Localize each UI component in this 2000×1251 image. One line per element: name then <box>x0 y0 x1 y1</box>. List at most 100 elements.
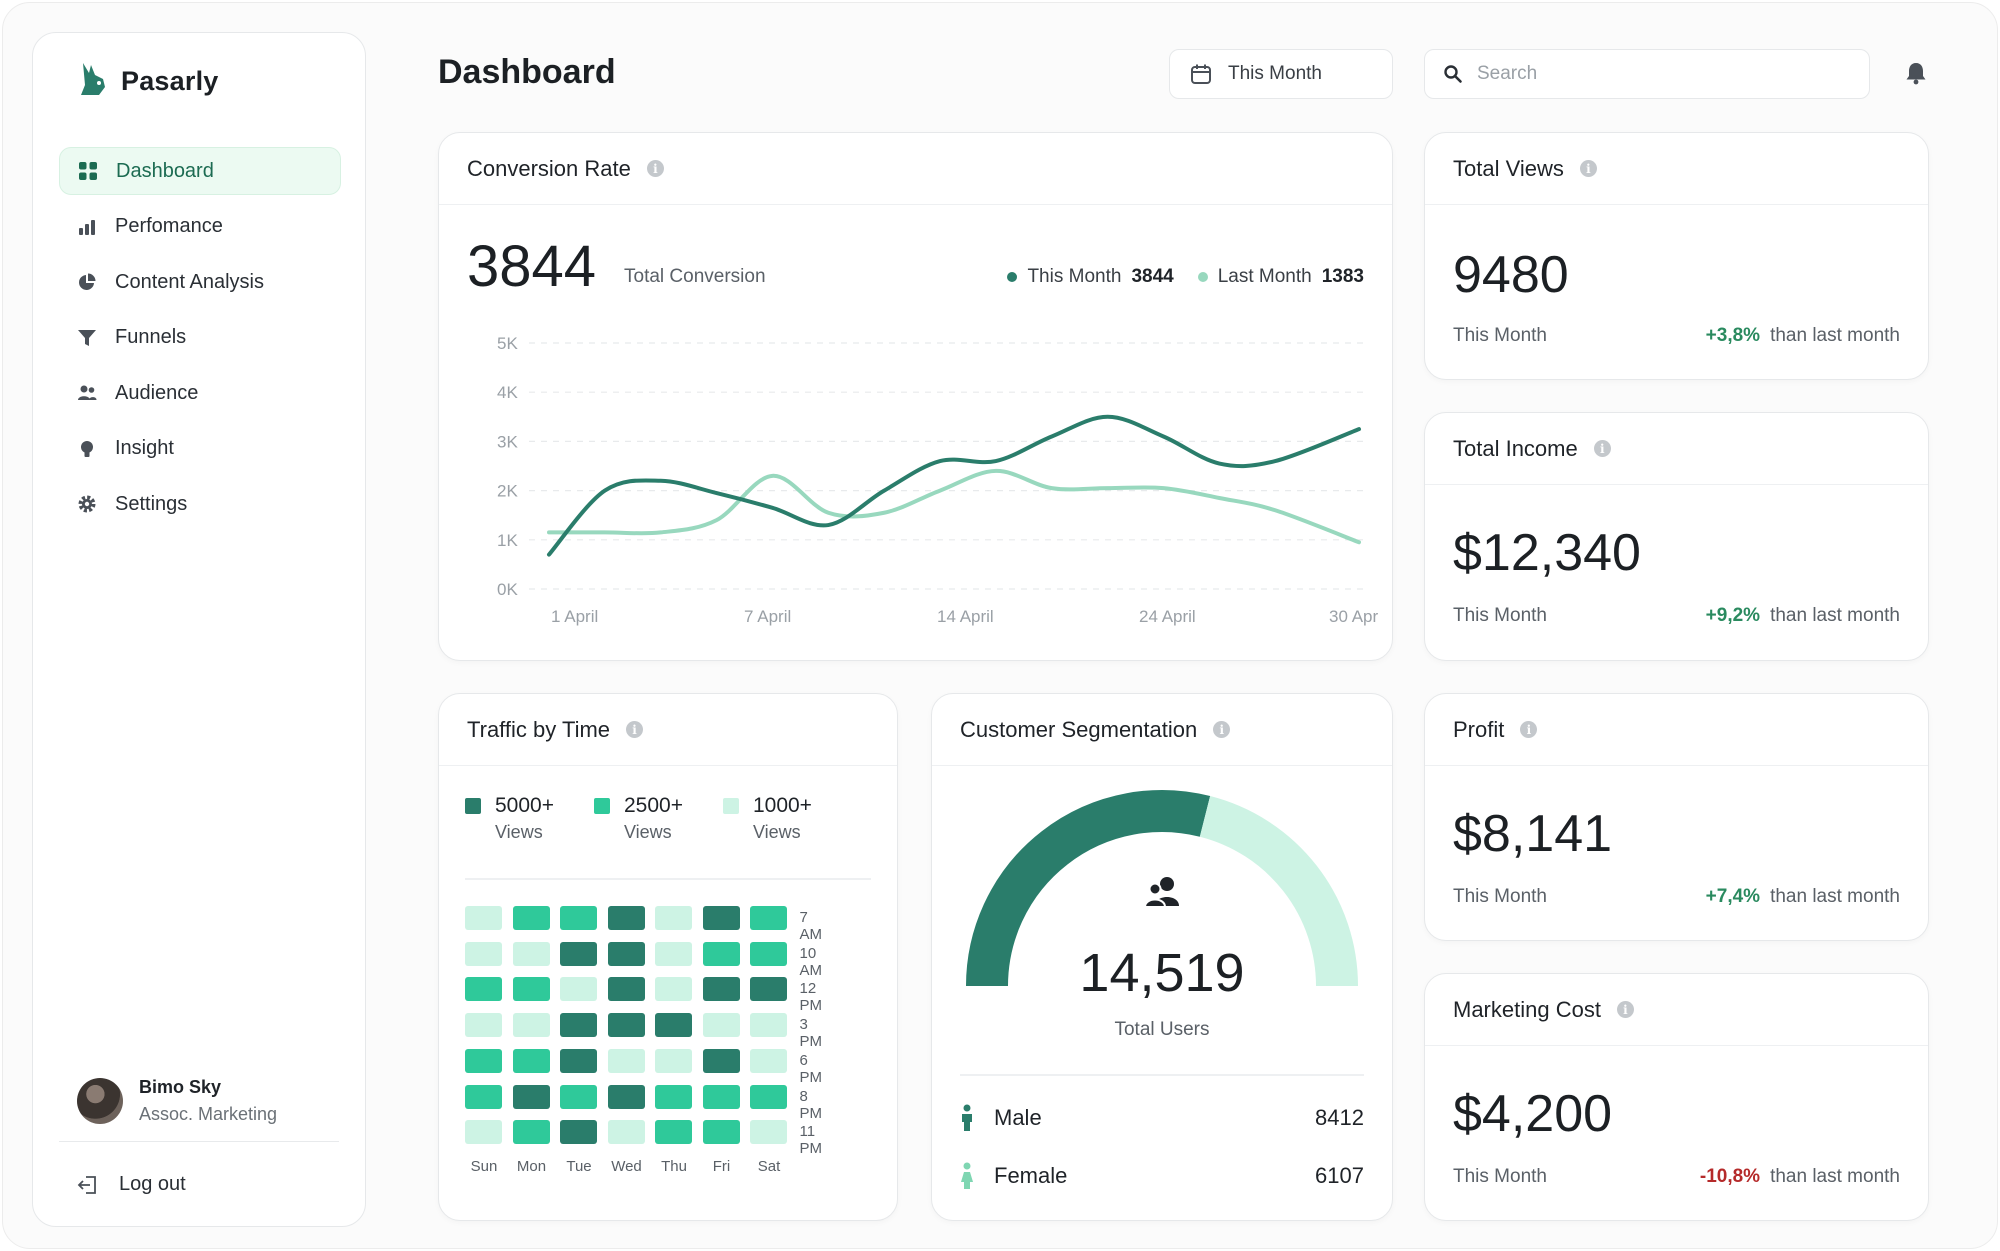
heatmap-cell[interactable] <box>465 906 502 930</box>
heatmap-cell[interactable] <box>702 1048 740 1073</box>
user-profile[interactable]: Bimo Sky Assoc. Marketing <box>77 1077 277 1125</box>
heatmap-cell[interactable] <box>607 977 645 1002</box>
heatmap-cell[interactable] <box>465 1084 502 1109</box>
stat-label: This Month <box>1453 605 1547 626</box>
heatmap-cell[interactable] <box>560 977 597 1002</box>
search-box[interactable] <box>1424 49 1870 99</box>
heatmap-cell[interactable] <box>465 1120 502 1145</box>
heatmap-cell[interactable] <box>702 1013 740 1038</box>
segment-label: Female <box>994 1163 1068 1188</box>
heatmap-cell[interactable] <box>607 941 645 966</box>
info-icon[interactable]: i <box>1593 440 1611 457</box>
search-input[interactable] <box>1477 63 1837 85</box>
day-label: Fri <box>712 1157 731 1175</box>
change-value: +7,4% <box>1705 886 1761 907</box>
heatmap-cell[interactable] <box>607 1120 645 1145</box>
heatmap-cell[interactable] <box>750 906 787 930</box>
gauge-segment-male[interactable] <box>966 790 1211 987</box>
y-tick-label: 1K <box>497 531 518 550</box>
heatmap-cell[interactable] <box>750 1084 787 1109</box>
heatmap-cell[interactable] <box>750 977 787 1002</box>
sidebar-item-label: Content Analysis <box>115 270 264 293</box>
info-icon[interactable]: i <box>626 721 644 738</box>
logout-button[interactable]: Log out <box>77 1173 186 1196</box>
bar-chart-icon <box>79 219 95 235</box>
heatmap-cell[interactable] <box>560 1013 597 1038</box>
heatmap-legend: 5000+ Views 2500+ Views 1000+ Views <box>465 794 812 843</box>
stat-change: +7,4% than last month <box>1706 886 1900 908</box>
card-title: Total Income <box>1453 435 1578 461</box>
sidebar-item-label: Audience <box>115 381 199 404</box>
sidebar-item-audience[interactable]: Audience <box>59 369 341 417</box>
heatmap-cell[interactable] <box>512 1120 550 1145</box>
heatmap-cell[interactable] <box>702 1120 740 1145</box>
heatmap-cell[interactable] <box>465 1048 502 1073</box>
heatmap-cell[interactable] <box>655 1084 692 1109</box>
heatmap-cell[interactable] <box>465 977 502 1002</box>
sidebar-item-performance[interactable]: Perfomance <box>59 203 341 251</box>
heatmap-cell[interactable] <box>560 1084 597 1109</box>
time-label: 12 PM <box>799 980 823 1015</box>
info-icon[interactable]: i <box>1579 160 1597 177</box>
legend-value: 1000+ <box>752 794 812 817</box>
series-line-this-month[interactable] <box>547 414 1361 557</box>
heatmap-cell[interactable] <box>655 906 692 930</box>
change-suffix: than last month <box>1770 325 1900 346</box>
series-line-last-month[interactable] <box>547 468 1361 545</box>
heatmap-cell[interactable] <box>512 941 550 966</box>
heatmap-cell[interactable] <box>512 1084 550 1109</box>
sidebar-item-funnels[interactable]: Funnels <box>59 314 341 362</box>
heatmap-cell[interactable] <box>560 1120 597 1145</box>
heatmap-cell[interactable] <box>607 1013 645 1038</box>
brand[interactable]: Pasarly <box>77 59 218 103</box>
gauge-segment-female[interactable] <box>1199 796 1358 987</box>
heatmap-cell[interactable] <box>512 1013 550 1038</box>
y-tick-label: 0K <box>497 580 518 599</box>
sidebar-item-dashboard[interactable]: Dashboard <box>59 147 341 195</box>
heatmap-cell[interactable] <box>655 977 692 1002</box>
heatmap-cell[interactable] <box>750 941 787 966</box>
legend-label: Views <box>752 822 801 842</box>
heatmap-cell[interactable] <box>512 977 550 1002</box>
heatmap-cell[interactable] <box>465 941 502 966</box>
legend-label: This Month <box>1027 266 1122 287</box>
sidebar-item-insight[interactable]: Insight <box>59 425 341 473</box>
heatmap-cell[interactable] <box>560 1048 597 1073</box>
heatmap-cell[interactable] <box>607 1084 645 1109</box>
heatmap-cell[interactable] <box>655 1048 692 1073</box>
time-label: 11 PM <box>799 1123 823 1158</box>
sidebar-item-content-analysis[interactable]: Content Analysis <box>59 258 341 306</box>
sidebar-item-settings[interactable]: Settings <box>59 480 341 528</box>
legend-swatch <box>465 798 481 814</box>
heatmap-cell[interactable] <box>655 1013 692 1038</box>
heatmap-cell[interactable] <box>512 1048 550 1073</box>
heatmap-cell[interactable] <box>655 1120 692 1145</box>
total-views-card: Total Views i 9480 This Month +3,8% than … <box>1424 132 1929 380</box>
info-icon[interactable]: i <box>1213 721 1231 738</box>
info-icon[interactable]: i <box>1520 721 1538 738</box>
stat-value: $12,340 <box>1453 524 1641 582</box>
heatmap-cell[interactable] <box>702 941 740 966</box>
heatmap-cell[interactable] <box>607 906 645 930</box>
sidebar-item-label: Dashboard <box>116 159 214 182</box>
heatmap-cell[interactable] <box>512 906 550 930</box>
heatmap-cell[interactable] <box>750 1013 787 1038</box>
period-selector[interactable]: This Month <box>1169 49 1393 99</box>
heatmap-cell[interactable] <box>607 1048 645 1073</box>
heatmap-cell[interactable] <box>655 941 692 966</box>
heatmap-cell[interactable] <box>702 1084 740 1109</box>
stat-change: +9,2% than last month <box>1706 605 1900 627</box>
heatmap-cell[interactable] <box>702 977 740 1002</box>
heatmap-cell[interactable] <box>750 1120 787 1145</box>
period-label: This Month <box>1228 63 1322 84</box>
info-icon[interactable]: i <box>1616 1001 1634 1018</box>
info-icon[interactable]: i <box>646 160 664 177</box>
bell-icon[interactable] <box>1903 60 1929 86</box>
card-title: Conversion Rate <box>467 155 631 181</box>
heatmap-cell[interactable] <box>560 941 597 966</box>
heatmap-cell[interactable] <box>750 1048 787 1073</box>
heatmap-cell[interactable] <box>465 1013 502 1038</box>
heatmap-cell[interactable] <box>702 906 740 930</box>
heatmap-cell[interactable] <box>560 906 597 930</box>
